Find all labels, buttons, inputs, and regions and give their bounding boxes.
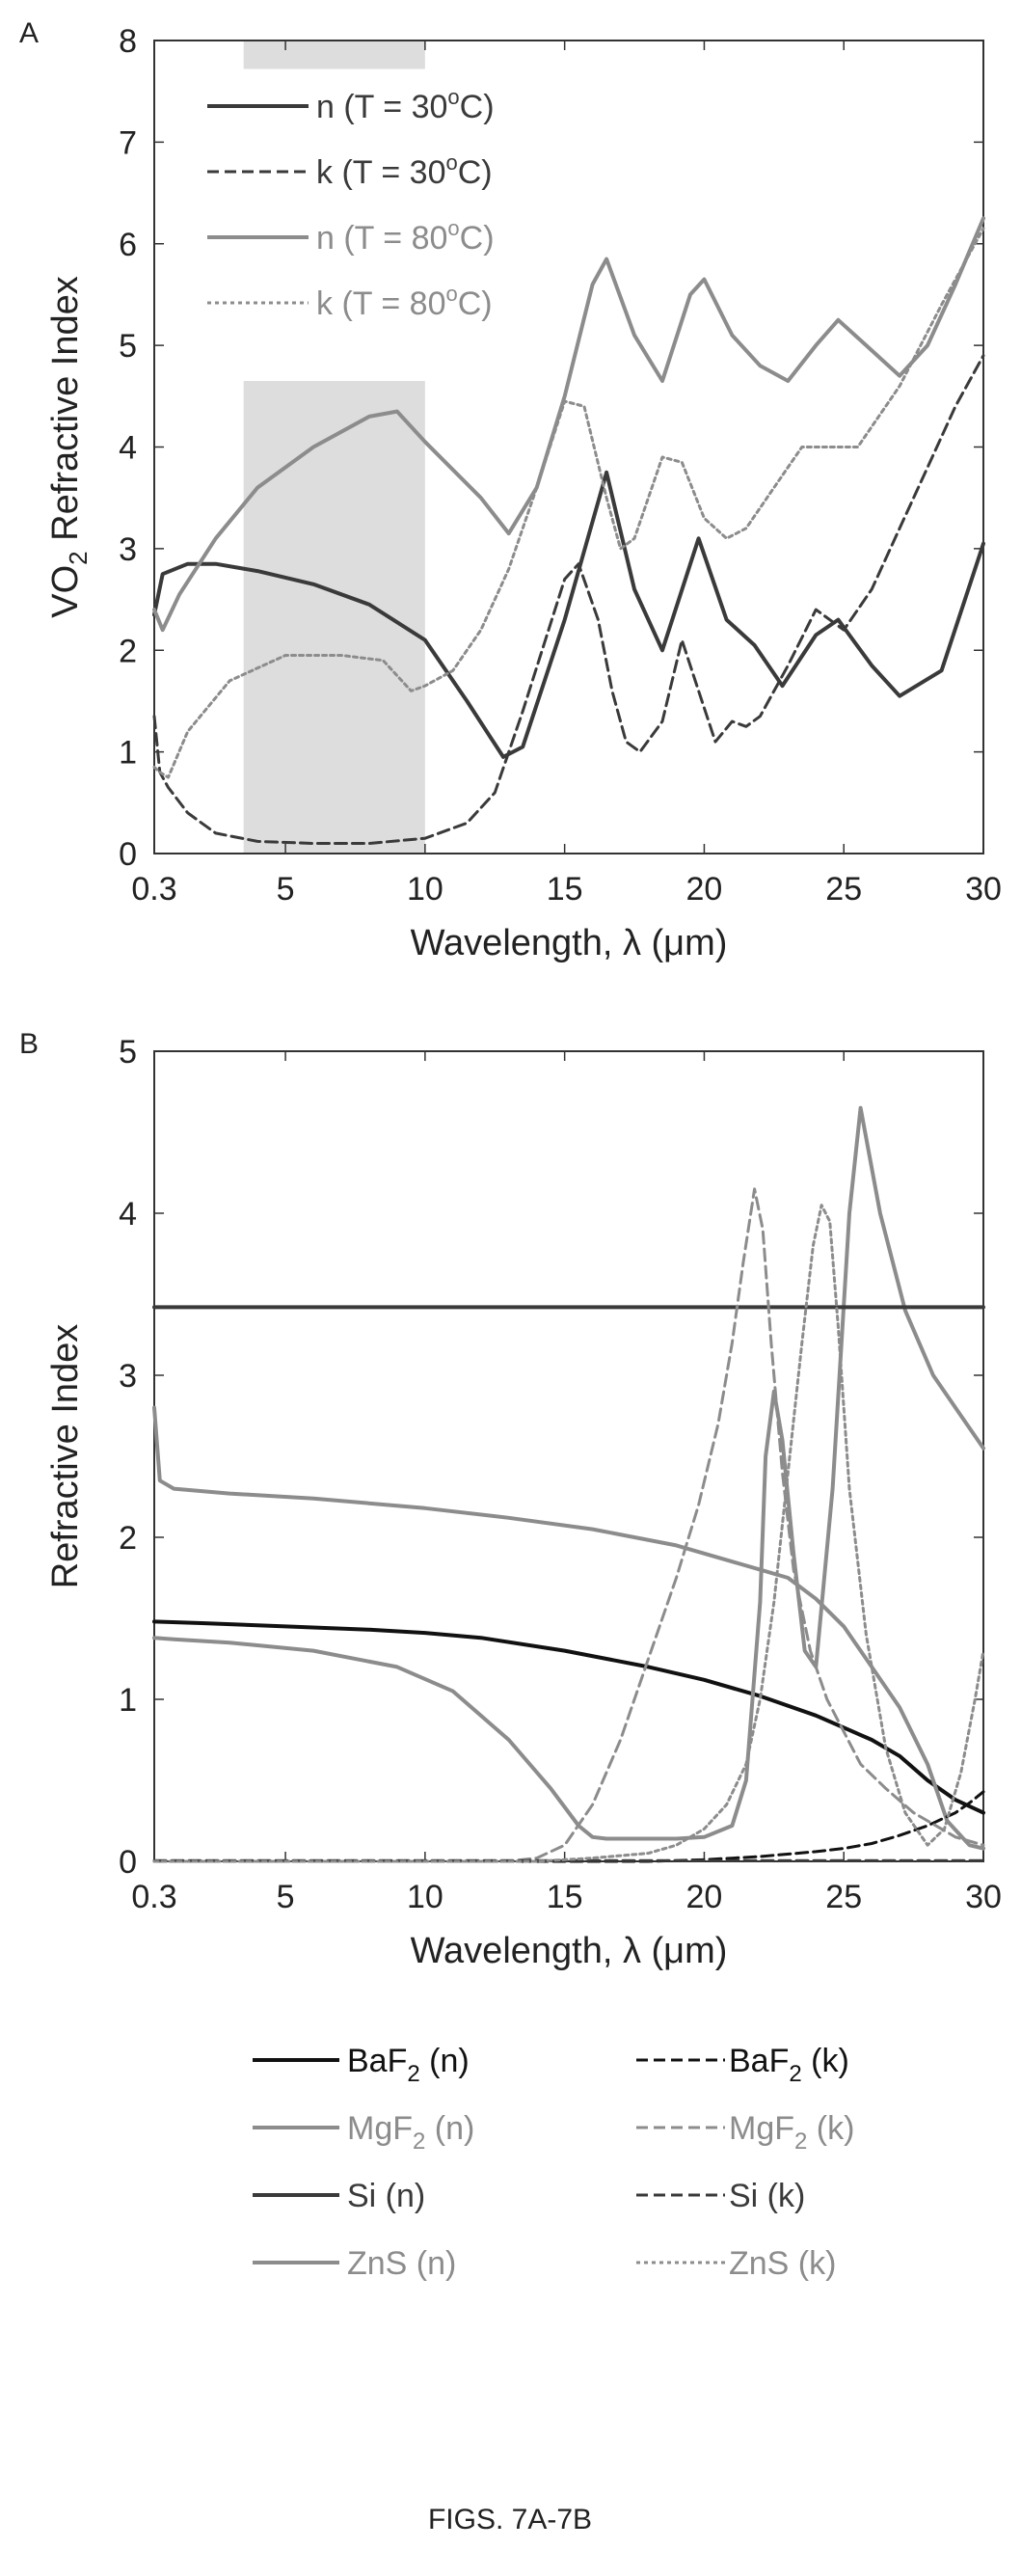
legend-b-label-k-0-tail: (k) xyxy=(802,2043,849,2079)
y-tick-label: 4 xyxy=(119,430,137,467)
y-tick-label: 6 xyxy=(119,227,137,263)
y-tick-label: 5 xyxy=(119,1034,137,1071)
chart-a: 0.3 5 10 15 20 25 30 0 1 2 3 4 5 6 7 8 Wavelength, λ (μm… xyxy=(19,17,1002,963)
y-tick-label: 3 xyxy=(119,531,137,568)
x-tick-label: 5 xyxy=(277,871,295,908)
y-axis-label-sub: 2 xyxy=(64,551,93,564)
series-line-1 xyxy=(152,354,985,845)
series-line-0 xyxy=(152,470,985,759)
legend-b-label-k-3-main: ZnS (k) xyxy=(729,2245,836,2282)
x-tick-label: 20 xyxy=(686,1879,723,1915)
legend-a-label-2-sup: o xyxy=(447,216,459,240)
y-tick-label: 5 xyxy=(119,328,137,365)
legend-b-label-k-3: ZnS (k) xyxy=(729,2245,836,2282)
y-axis-label: Refractive Index xyxy=(45,1324,86,1589)
y-tick-label: 4 xyxy=(119,1196,137,1233)
x-tick-label: 25 xyxy=(825,871,862,908)
legend-a-label-1-tail: C) xyxy=(458,154,493,191)
x-tick-label: 20 xyxy=(686,871,723,908)
y-axis-label: VO2 Refractive Index xyxy=(45,276,93,618)
series-line-3 xyxy=(152,1405,985,1851)
series-line-5 xyxy=(152,1187,985,1863)
x-tick-label: 15 xyxy=(547,871,583,908)
legend-b-label-n-1: MgF2 (n) xyxy=(347,2110,474,2155)
y-tick-label: 0 xyxy=(119,1844,137,1881)
y-axis-label-main: VO xyxy=(45,565,86,618)
series-line-3 xyxy=(152,227,985,779)
legend-b-label-n-0: BaF2 (n) xyxy=(347,2043,470,2087)
legend-a-label-0: n (T = 30oC) xyxy=(316,85,495,125)
y-tick-label: 2 xyxy=(119,1520,137,1557)
x-tick-label: 0.3 xyxy=(131,1879,176,1915)
legend-a-label-2-main: n (T = 80 xyxy=(316,220,447,257)
shaded-band-1 xyxy=(243,41,425,69)
panel-label: A xyxy=(19,17,39,49)
legend-b-label-n-1-sub: 2 xyxy=(413,2129,425,2155)
series-line-1 xyxy=(152,1105,985,1841)
legend-b: BaF2 (n)MgF2 (n)Si (n)ZnS (n)BaF2 (k)MgF… xyxy=(253,2043,854,2282)
legend-a-label-2: n (T = 80oC) xyxy=(316,216,495,257)
legend-a-label-1: k (T = 30oC) xyxy=(316,150,493,191)
legend-b-label-k-0: BaF2 (k) xyxy=(729,2043,849,2087)
legend-a-label-3-sup: o xyxy=(446,282,458,306)
y-axis-label-main: Refractive Index xyxy=(45,1324,86,1589)
legend-a-label-0-tail: C) xyxy=(460,89,495,125)
legend-a-label-2-tail: C) xyxy=(460,220,495,257)
plot-frame xyxy=(153,1050,984,1862)
x-tick-label: 10 xyxy=(407,871,443,908)
x-axis-label: Wavelength, λ (μm) xyxy=(411,923,728,963)
panel-label: B xyxy=(19,1028,39,1060)
legend-b-label-n-1-main: MgF xyxy=(347,2110,413,2147)
x-tick-label: 10 xyxy=(407,1879,443,1915)
legend-b-label-k-1: MgF2 (k) xyxy=(729,2110,854,2155)
legend-b-label-k-1-tail: (k) xyxy=(807,2110,854,2147)
y-tick-label: 0 xyxy=(119,836,137,873)
legend-a-label-0-sup: o xyxy=(447,85,459,109)
legend-b-label-k-0-sub: 2 xyxy=(789,2061,801,2087)
shaded-band-0 xyxy=(243,381,425,854)
x-tick-label: 5 xyxy=(277,1879,295,1915)
legend-b-label-n-3: ZnS (n) xyxy=(347,2245,456,2282)
y-tick-label: 7 xyxy=(119,124,137,161)
y-axis-label-rest: Refractive Index xyxy=(45,276,86,551)
legend-a-label-0-main: n (T = 30 xyxy=(316,89,447,125)
x-tick-label: 30 xyxy=(965,1879,1002,1915)
figure-caption: FIGS. 7A-7B xyxy=(428,2504,592,2535)
legend-a-label-1-sup: o xyxy=(446,150,458,175)
x-tick-label: 15 xyxy=(547,1879,583,1915)
legend-a-label-1-main: k (T = 30 xyxy=(316,154,446,191)
legend-b-label-k-0-main: BaF xyxy=(729,2043,789,2079)
legend-b-label-k-1-sub: 2 xyxy=(794,2129,807,2155)
x-tick-label: 0.3 xyxy=(131,871,176,908)
y-tick-label: 8 xyxy=(119,23,137,60)
y-tick-label: 3 xyxy=(119,1358,137,1395)
x-tick-label: 25 xyxy=(825,1879,862,1915)
legend-a-label-3-tail: C) xyxy=(458,285,493,322)
y-tick-label: 1 xyxy=(119,1682,137,1719)
legend-b-label-n-2-main: Si (n) xyxy=(347,2178,425,2214)
legend-b-label-k-2-main: Si (k) xyxy=(729,2178,805,2214)
series-line-2 xyxy=(152,216,985,633)
x-axis-label: Wavelength, λ (μm) xyxy=(411,1931,728,1971)
x-tick-label: 30 xyxy=(965,871,1002,908)
chart-b: 0.3 5 10 15 20 25 30 0 1 2 3 4 5 Wavelength, λ (μm) Re… xyxy=(19,1028,1002,1971)
legend-b-label-n-3-main: ZnS (n) xyxy=(347,2245,456,2282)
y-tick-label: 2 xyxy=(119,633,137,669)
legend-b-label-n-0-main: BaF xyxy=(347,2043,407,2079)
legend-b-label-n-2: Si (n) xyxy=(347,2178,425,2214)
series-line-4 xyxy=(152,1790,985,1863)
legend-b-label-k-1-main: MgF xyxy=(729,2110,794,2147)
legend-a-label-3: k (T = 80oC) xyxy=(316,282,493,322)
y-tick-label: 1 xyxy=(119,735,137,772)
series-line-7 xyxy=(152,1204,985,1863)
series-line-0 xyxy=(152,1619,985,1815)
legend-b-label-n-0-sub: 2 xyxy=(407,2061,419,2087)
legend-b-label-k-2: Si (k) xyxy=(729,2178,805,2214)
legend-b-label-n-0-tail: (n) xyxy=(420,2043,470,2079)
legend-a-label-3-main: k (T = 80 xyxy=(316,285,446,322)
legend-b-label-n-1-tail: (n) xyxy=(425,2110,474,2147)
